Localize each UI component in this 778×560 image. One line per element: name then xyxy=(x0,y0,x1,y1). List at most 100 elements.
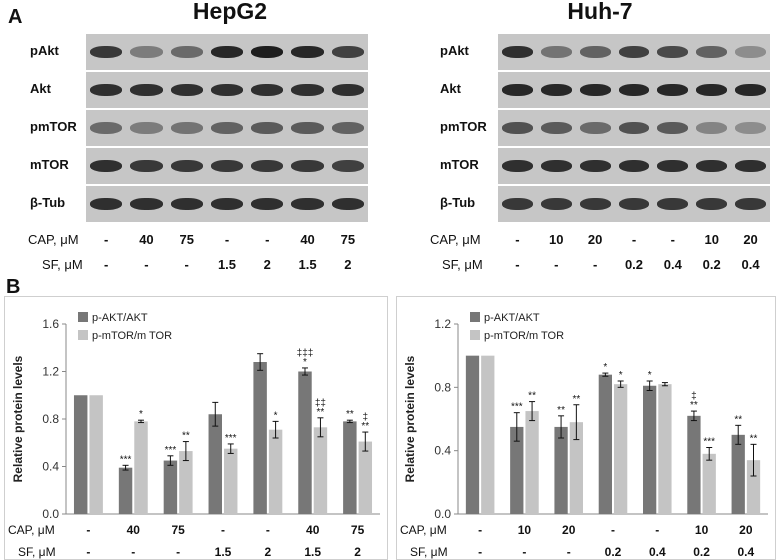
blot-band xyxy=(251,198,284,210)
sf-value: 1.5 xyxy=(217,257,237,272)
cap-value: - xyxy=(670,232,676,247)
bar xyxy=(208,414,222,514)
blot-row-label: mTOR xyxy=(30,157,69,172)
cap-value: 75 xyxy=(171,523,185,537)
blot-band xyxy=(502,122,533,134)
sf-value: - xyxy=(144,257,149,272)
sf-value: - xyxy=(184,257,189,272)
blot-band xyxy=(657,122,689,134)
legend-swatch xyxy=(78,330,88,340)
sf-value: 0.4 xyxy=(738,545,755,559)
sf-label-huh7: SF, μM xyxy=(442,257,483,272)
legend-label: p-mTOR/m TOR xyxy=(92,330,172,342)
bar xyxy=(343,421,357,514)
sf-value: 0.2 xyxy=(693,545,710,559)
bar xyxy=(525,411,539,514)
blot-band xyxy=(130,160,163,172)
y-tick-label: 1.2 xyxy=(42,365,59,379)
blot-band xyxy=(735,46,766,58)
significance-mark: *** xyxy=(703,437,715,448)
blot-band xyxy=(696,84,728,96)
blot-band xyxy=(90,160,123,172)
sf-value: 1.5 xyxy=(215,545,232,559)
blot-band xyxy=(540,84,572,96)
blot-band xyxy=(90,84,123,96)
significance-mark: *** xyxy=(225,433,237,444)
blot-band xyxy=(90,122,123,134)
bar xyxy=(731,434,745,514)
y-tick-label: 1.6 xyxy=(42,317,59,331)
blot-strip-4 xyxy=(86,186,368,223)
legend-label: p-AKT/AKT xyxy=(484,312,540,324)
blot-row-label: pAkt xyxy=(30,43,59,58)
bar xyxy=(569,422,583,514)
significance-mark: ** xyxy=(182,431,190,442)
blot-band xyxy=(735,122,766,134)
sf-value: 0.4 xyxy=(741,257,760,272)
cap-value: - xyxy=(655,523,659,537)
legend-label: p-AKT/AKT xyxy=(92,312,148,324)
significance-mark: ** xyxy=(317,407,325,418)
chart-frame xyxy=(4,296,388,560)
blot-band xyxy=(735,160,766,172)
western-blot-hepg2 xyxy=(86,34,368,224)
sf-row-label: SF, μM xyxy=(18,545,56,559)
blot-row-label: pmTOR xyxy=(30,119,77,134)
sf-value: 2 xyxy=(344,257,352,272)
sf-value: 2 xyxy=(354,545,361,559)
blot-band xyxy=(657,160,689,172)
blot-band xyxy=(90,198,123,210)
sf-values-huh7: - - - 0.2 0.4 0.2 0.4 xyxy=(498,257,770,275)
bar xyxy=(358,441,373,514)
blot-band xyxy=(170,160,203,172)
blot-band xyxy=(540,46,572,58)
legend-swatch xyxy=(470,312,480,322)
cap-value: 10 xyxy=(704,232,719,247)
cap-value: 10 xyxy=(695,523,709,537)
cap-value: 40 xyxy=(139,232,154,247)
blot-band xyxy=(579,122,611,134)
sf-value: - xyxy=(567,545,571,559)
bar xyxy=(510,426,524,514)
sf-value: - xyxy=(131,545,135,559)
sf-value: 0.4 xyxy=(649,545,666,559)
cap-values-huh7: - 10 20 - - 10 20 xyxy=(498,232,770,250)
bar xyxy=(554,426,568,514)
blot-band xyxy=(735,198,766,210)
blot-strip-2 xyxy=(498,110,770,147)
cap-value: 10 xyxy=(518,523,532,537)
cap-value: - xyxy=(103,232,109,247)
y-tick-label: 1.2 xyxy=(434,317,451,331)
sf-value: - xyxy=(515,257,520,272)
significance-mark: ** xyxy=(734,414,742,425)
blot-band xyxy=(540,122,572,134)
significance-mark: ** xyxy=(750,433,758,444)
bar xyxy=(481,355,495,514)
bar xyxy=(118,467,133,514)
blot-band xyxy=(291,198,324,210)
cap-value: 40 xyxy=(300,232,315,247)
blot-band xyxy=(170,198,203,210)
significance-mark: * xyxy=(603,362,607,373)
blot-band xyxy=(210,46,244,58)
blot-band xyxy=(210,122,244,134)
sf-value: 2 xyxy=(265,545,272,559)
cap-value: - xyxy=(265,232,270,247)
blot-band xyxy=(540,198,572,210)
cap-value: - xyxy=(266,523,270,537)
bar xyxy=(746,460,761,514)
blot-band xyxy=(90,46,123,58)
blot-band xyxy=(618,84,650,96)
significance-mark: ** xyxy=(346,409,354,420)
significance-mark: ** xyxy=(557,405,565,416)
blot-band xyxy=(251,160,284,172)
bar xyxy=(313,427,328,514)
legend-label: p-mTOR/m TOR xyxy=(484,330,564,342)
bar xyxy=(268,429,283,514)
blot-band xyxy=(331,84,364,96)
cap-value: - xyxy=(86,523,90,537)
blot-row-label: pmTOR xyxy=(440,119,487,134)
bar xyxy=(224,448,238,514)
blot-band xyxy=(579,198,611,210)
blot-band xyxy=(170,46,203,58)
